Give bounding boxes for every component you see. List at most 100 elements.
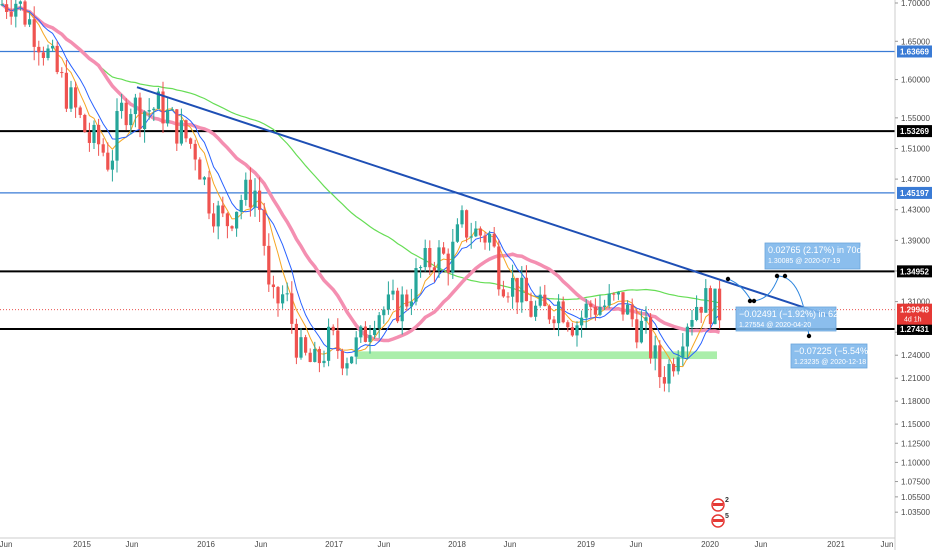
candle-body: [515, 277, 519, 303]
candle-body: [690, 319, 694, 327]
candle: [207, 170, 211, 220]
candle: [281, 285, 285, 309]
candle: [212, 203, 216, 233]
candle-body: [23, 1, 27, 25]
candle-body: [386, 294, 390, 310]
candle: [331, 324, 335, 336]
level-price-tag: 1.53269: [897, 125, 932, 138]
candle-body: [336, 330, 340, 352]
level-price-tag-bg: [897, 45, 932, 58]
candle-body: [405, 294, 409, 307]
candle-body: [612, 293, 616, 295]
candle: [649, 313, 653, 364]
x-tick-label: 2021: [827, 540, 845, 549]
candle-body: [106, 152, 110, 170]
x-tick-label: Jun: [504, 540, 517, 549]
candle-body: [294, 323, 298, 358]
candle-body: [437, 247, 441, 271]
y-tick-label: 1.51000: [901, 144, 930, 153]
candle-body: [212, 213, 216, 227]
candle-body: [695, 306, 699, 320]
candle: [713, 288, 717, 325]
candle: [285, 282, 289, 302]
candle: [460, 205, 464, 228]
event-marker-count: 2: [725, 497, 729, 504]
candle: [437, 240, 441, 278]
candle-body: [83, 114, 87, 133]
candle-body: [5, 4, 9, 12]
candle: [290, 281, 294, 334]
candle-body: [345, 363, 349, 369]
candle: [377, 312, 381, 339]
candle-body: [442, 247, 446, 254]
candle-body: [138, 97, 142, 130]
candle-body: [258, 190, 262, 210]
candle-body: [520, 277, 524, 303]
candle: [313, 341, 317, 363]
support-zone: [357, 351, 717, 360]
x-tick-label: Jun: [881, 540, 894, 549]
candle-body: [676, 357, 680, 372]
candle: [515, 277, 519, 315]
candle: [704, 279, 708, 313]
candle: [294, 318, 298, 365]
candle: [695, 295, 699, 322]
candle: [432, 261, 436, 283]
candle: [110, 150, 114, 182]
candle-body: [455, 224, 459, 242]
candle: [373, 320, 377, 339]
candle: [658, 340, 662, 388]
y-tick-label: 1.55000: [901, 114, 930, 123]
projection-text: −0.02491 (−1.92%) in 62d 23h: [739, 309, 861, 319]
candle-body: [488, 233, 492, 243]
level-price-tag: 1.45197: [897, 186, 932, 199]
candle-body: [423, 248, 427, 268]
candle-body: [474, 228, 478, 237]
candle: [133, 93, 137, 128]
candle: [644, 306, 648, 334]
candle: [423, 239, 427, 272]
candle: [0, 0, 4, 7]
candle: [216, 200, 220, 240]
candle-body: [483, 235, 487, 243]
candle-body: [235, 211, 239, 229]
y-tick-label: 1.21000: [901, 374, 930, 383]
x-tick-label: 2020: [701, 540, 719, 549]
candle: [327, 318, 331, 367]
projection-text: −0.07225 (−5.54%) in 70d: [794, 346, 898, 356]
candle-body: [350, 356, 354, 364]
candle-body: [524, 277, 528, 302]
candle-body: [299, 337, 303, 358]
candle-body: [557, 301, 561, 324]
candle: [184, 119, 188, 143]
event-marker: 5: [711, 513, 729, 528]
x-tick-label: Jun: [755, 540, 768, 549]
current-price-countdown: 4d 1h: [904, 317, 922, 324]
candle-body: [419, 267, 423, 269]
candle-body: [143, 111, 147, 130]
candle: [506, 292, 510, 303]
candle: [221, 196, 225, 218]
candle-body: [221, 205, 225, 214]
candle-body: [166, 109, 170, 124]
candle: [672, 357, 676, 377]
level-price-tag: 1.63669: [897, 45, 932, 58]
candle: [363, 321, 367, 343]
candle-body: [322, 360, 326, 364]
y-tick-label: 1.12500: [901, 439, 930, 448]
candle-body: [354, 337, 358, 357]
candle: [262, 202, 266, 256]
level-price-label: 1.27431: [900, 325, 929, 334]
candle: [248, 167, 252, 217]
candle-body: [156, 91, 160, 109]
event-marker-stripe: [713, 503, 723, 506]
candle: [23, 0, 27, 27]
candle: [699, 306, 703, 324]
candle-body: [621, 292, 625, 315]
candle-body: [225, 213, 229, 227]
candle: [51, 39, 55, 52]
candle-body: [175, 109, 179, 144]
candle: [603, 299, 607, 311]
candle: [409, 288, 413, 316]
